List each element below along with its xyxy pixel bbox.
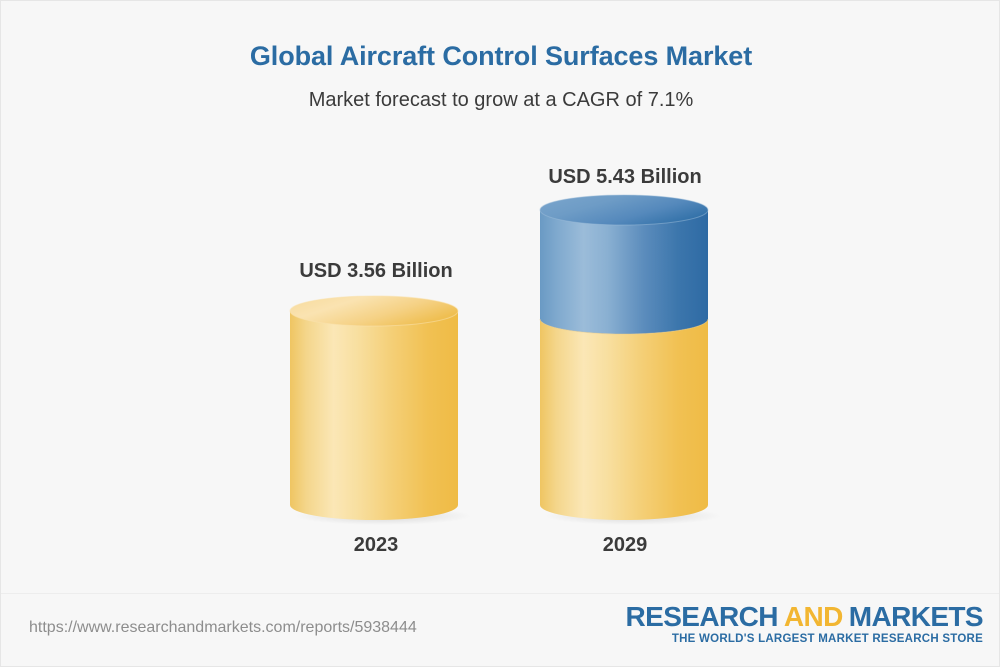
footer: https://www.researchandmarkets.com/repor… [1,593,999,666]
brand-logo[interactable]: RESEARCH AND MARKETS THE WORLD'S LARGEST M… [625,601,984,646]
bar-value-label-2023: USD 3.56 Billion [299,260,453,282]
brand-word-research: RESEARCH [625,601,779,632]
page-title: Global Aircraft Control Surfaces Market [249,41,753,71]
cylinder-bar-2029[interactable] [534,192,720,525]
brand-word-and: AND [783,601,843,632]
chart-subtitle: Market forecast to grow at a CAGR of 7.1… [308,89,694,111]
bar-value-label-2029: USD 5.43 Billion [548,166,702,188]
plot-area: USD 3.56 Billion [1,1,999,601]
brand-word-markets: MARKETS [848,601,984,632]
brand-tagline: THE WORLD'S LARGEST MARKET RESEARCH STOR… [671,633,983,646]
source-url-link[interactable]: https://www.researchandmarkets.com/repor… [29,619,417,636]
cylinder-bar-2023[interactable] [284,293,470,525]
bar-category-label-2029: 2029 [602,534,648,556]
bar-category-label-2023: 2023 [353,534,399,556]
brand-wordmark: RESEARCH AND MARKETS [625,601,984,632]
